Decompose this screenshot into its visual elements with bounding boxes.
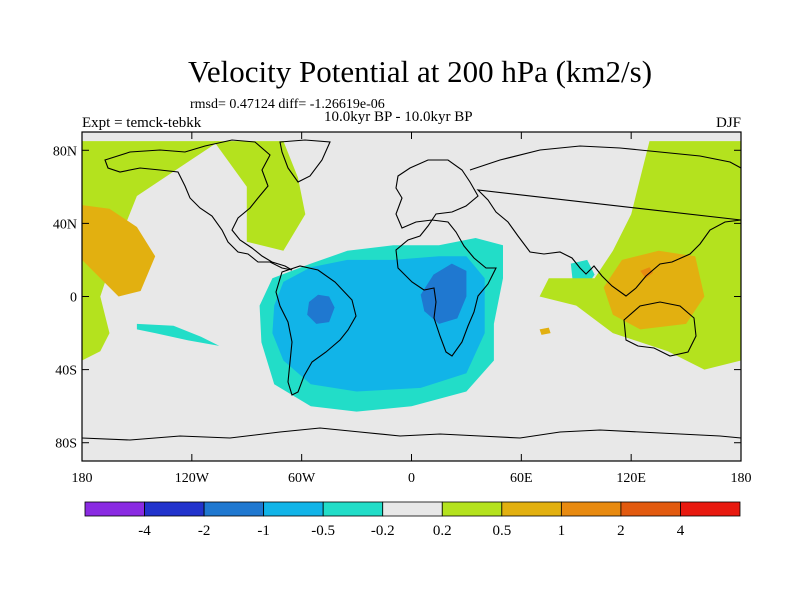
x-tick-label: 180 [731, 471, 752, 486]
europe-africa-coastline [395, 159, 497, 357]
north-america-coastline [104, 139, 293, 271]
y-tick-label: 0 [70, 291, 77, 306]
australia-coastline [623, 301, 697, 357]
region-south-pacific-patch-4 [136, 323, 220, 346]
x-tick-label: 60W [288, 471, 316, 486]
colorbar-swatch [441, 501, 503, 517]
region-south-america-core-2 [307, 294, 335, 324]
colorbar-swatch [620, 501, 681, 517]
colorbar-swatch [203, 501, 265, 517]
y-tick-label: 40N [53, 217, 77, 232]
greenland-coastline [279, 139, 331, 183]
asia-coastline [469, 145, 742, 297]
x-tick-label: 120W [175, 471, 210, 486]
y-tick-label: 80S [55, 437, 77, 452]
x-tick-label: 120E [616, 471, 646, 486]
colorbar-swatch [263, 501, 324, 517]
region-indian-ocean-peak-12 [539, 327, 551, 335]
contour-fill-regions [82, 141, 741, 412]
colorbar-label: 0.2 [433, 523, 452, 539]
stats-line: rmsd= 0.47124 diff= -1.26619e-06 [190, 97, 385, 112]
chart-title: Velocity Potential at 200 hPa (km2/s) [188, 54, 652, 89]
experiment-label: Expt = temck-tebkk [82, 115, 202, 131]
colorbar-swatch [382, 501, 443, 517]
y-tick-label: 40S [55, 364, 77, 379]
colorbar-label: -1 [257, 523, 270, 539]
x-axis-ticks: 180 120W 60W 0 60E 120E 180 [72, 132, 752, 486]
region-pacific-core-9 [82, 205, 156, 297]
colorbar-swatch [680, 501, 741, 517]
season-label: DJF [716, 115, 741, 131]
colorbar-label: 4 [677, 523, 685, 539]
colorbar-label: -0.2 [371, 523, 395, 539]
y-axis-ticks: 80N 40N 0 40S 80S [53, 144, 741, 452]
colorbar-label: -0.5 [311, 523, 335, 539]
map-plot-area: 180 120W 60W 0 60E 120E 180 80N 40N 0 40S 80S [53, 131, 752, 486]
region-africa-core-3 [420, 263, 467, 324]
south-america-coastline [275, 265, 357, 396]
x-tick-label: 60E [510, 471, 533, 486]
colorbar-label: -2 [198, 523, 211, 539]
colorbar-swatch [144, 501, 205, 517]
y-tick-label: 80N [53, 144, 77, 159]
colorbar-label: 1 [558, 523, 566, 539]
period-label: 10.0kyr BP - 10.0kyr BP [324, 109, 473, 125]
colorbar-label: 0.5 [492, 523, 511, 539]
colorbar-swatch [501, 501, 562, 517]
region-west-pacific-core-10 [603, 250, 705, 330]
coastlines [81, 139, 742, 441]
region-west-pacific-peak-11 [640, 267, 654, 279]
antarctica-coastline [81, 427, 742, 441]
x-tick-label: 180 [72, 471, 93, 486]
colorbar-label: -4 [138, 523, 151, 539]
colorbar-swatch [322, 501, 384, 517]
x-tick-label: 0 [408, 471, 415, 486]
colorbar: -4 -2 -1 -0.5 -0.2 0.2 0.5 1 2 4 [84, 501, 741, 539]
colorbar-swatch [84, 501, 145, 517]
colorbar-swatch [560, 501, 622, 517]
region-pacific-positive-6 [82, 141, 220, 361]
colorbar-label: 2 [617, 523, 625, 539]
